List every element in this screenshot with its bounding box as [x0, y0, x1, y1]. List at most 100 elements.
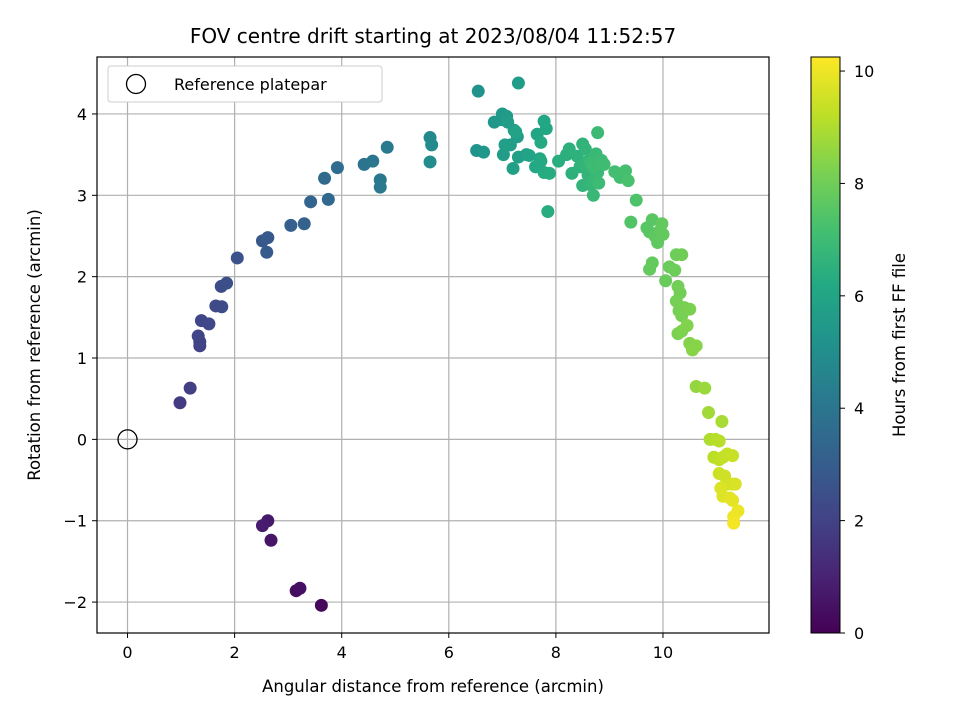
y-tick-label: 0 [77, 430, 87, 449]
data-point [668, 263, 682, 277]
data-point [542, 166, 556, 180]
data-point [659, 274, 673, 288]
data-point [578, 142, 592, 156]
x-tick-label: 10 [653, 643, 673, 662]
y-tick-label: −1 [63, 512, 87, 531]
data-point [701, 406, 715, 420]
x-tick-label: 4 [337, 643, 347, 662]
data-point [220, 276, 234, 290]
data-point [380, 140, 394, 154]
data-point [586, 188, 600, 202]
data-point [715, 414, 729, 428]
data-point [726, 493, 740, 507]
data-point [591, 126, 605, 140]
data-point [183, 381, 197, 395]
data-point [727, 516, 741, 530]
data-point [284, 218, 298, 232]
colorbar-tick-label: 0 [854, 624, 864, 643]
data-point [471, 84, 485, 98]
data-point [592, 176, 606, 190]
data-point [498, 138, 512, 152]
colorbar-tick-label: 4 [854, 399, 864, 418]
data-point [366, 154, 380, 168]
data-point [293, 581, 307, 595]
x-tick-label: 6 [444, 643, 454, 662]
colorbar-tick-label: 10 [854, 62, 874, 81]
colorbar-tick-label: 8 [854, 174, 864, 193]
data-point [618, 164, 632, 178]
data-point [260, 245, 274, 259]
data-point [304, 195, 318, 209]
colorbar-tick-label: 6 [854, 287, 864, 306]
y-tick-label: 2 [77, 268, 87, 287]
data-point [683, 302, 697, 316]
y-tick-label: 4 [77, 105, 87, 124]
data-point [534, 154, 548, 168]
data-point [656, 227, 670, 241]
data-point [191, 329, 205, 343]
data-point [726, 449, 740, 463]
data-point [321, 192, 335, 206]
plot-area-frame [96, 56, 770, 634]
data-point [586, 160, 600, 174]
data-point [597, 157, 611, 171]
legend-reference-marker [125, 73, 147, 95]
data-point [330, 161, 344, 175]
data-point [425, 138, 439, 152]
data-point [173, 396, 187, 410]
y-tick-label: −2 [63, 593, 87, 612]
data-point [689, 339, 703, 353]
data-point [264, 533, 278, 547]
data-point [680, 318, 694, 332]
data-point [541, 205, 555, 219]
data-point [318, 171, 332, 185]
x-tick-label: 0 [122, 643, 132, 662]
data-point [511, 76, 525, 90]
scatter-points [117, 76, 745, 612]
colorbar-ticks: 0 2 4 6 8 10 [840, 62, 874, 643]
data-point [202, 317, 216, 331]
data-point [255, 519, 269, 533]
data-point [297, 217, 311, 231]
colorbar [810, 56, 841, 634]
x-tick-label: 2 [230, 643, 240, 662]
data-point [624, 215, 638, 229]
legend-entry-reference: Reference platepar [174, 75, 327, 94]
data-point [506, 161, 520, 175]
data-point [728, 477, 742, 491]
data-point [496, 148, 510, 162]
data-point [698, 381, 712, 395]
data-point [522, 148, 536, 162]
axis-ticks: 0 2 4 6 8 10 −2 −1 0 1 2 3 4 [63, 105, 673, 662]
data-point [539, 122, 553, 136]
legend-box [107, 65, 383, 103]
x-tick-label: 8 [551, 643, 561, 662]
reference-platepar-marker [117, 429, 138, 450]
data-point [645, 256, 659, 270]
data-point [314, 598, 328, 612]
data-point [230, 251, 244, 265]
data-point [629, 193, 643, 207]
data-point [712, 434, 726, 448]
y-tick-label: 3 [77, 186, 87, 205]
data-point [534, 135, 548, 149]
data-point [261, 231, 275, 245]
data-point [423, 155, 437, 169]
colorbar-tick-label: 2 [854, 512, 864, 531]
data-point [655, 217, 669, 231]
chart-title: FOV centre drift starting at 2023/08/04 … [190, 24, 676, 48]
grid-lines [97, 57, 769, 633]
data-point [373, 180, 387, 194]
data-point [509, 125, 523, 139]
data-point [215, 300, 229, 314]
y-tick-label: 1 [77, 349, 87, 368]
colorbar-label: Hours from first FF file [890, 253, 909, 437]
y-axis-label: Rotation from reference (arcmin) [25, 209, 44, 481]
data-point [501, 115, 515, 129]
x-axis-label: Angular distance from reference (arcmin) [262, 677, 604, 696]
data-point [621, 174, 635, 188]
legend: Reference platepar [107, 65, 383, 103]
data-point [675, 248, 689, 262]
